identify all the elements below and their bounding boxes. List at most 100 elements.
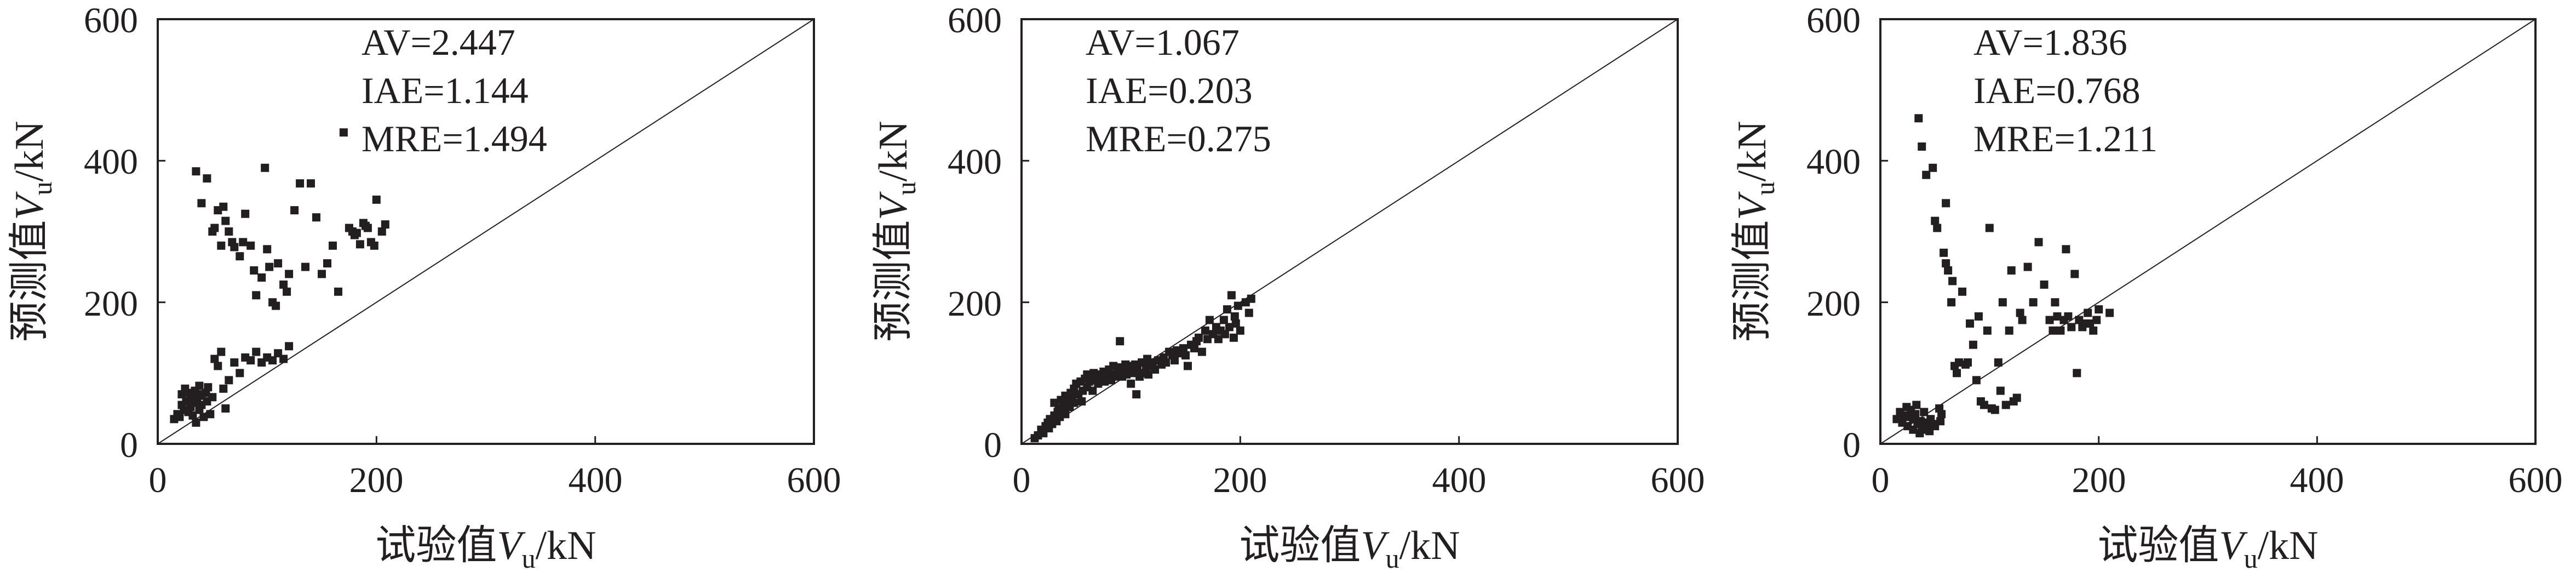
data-point <box>1132 390 1141 399</box>
data-point <box>2040 280 2049 289</box>
data-point <box>1964 358 1972 367</box>
data-point <box>1942 199 1950 208</box>
x-axis-title: 试验值Vu/kN <box>2097 523 2318 574</box>
y-tick-label: 600 <box>1806 1 1861 41</box>
data-point <box>377 227 386 236</box>
data-point <box>1912 401 1921 409</box>
data-point <box>301 262 309 271</box>
data-point <box>246 241 255 250</box>
data-point <box>2092 316 2101 324</box>
data-point <box>236 369 244 378</box>
data-point <box>1181 351 1190 359</box>
data-point <box>1933 224 1942 232</box>
data-point <box>1942 259 1950 268</box>
data-point <box>1144 370 1153 379</box>
data-point <box>210 355 219 363</box>
data-point <box>1247 294 1255 303</box>
data-point <box>1969 340 1977 349</box>
data-point <box>1983 326 1992 335</box>
x-tick-label: 400 <box>1432 460 1487 500</box>
data-point <box>268 356 277 365</box>
data-point <box>2016 309 2024 317</box>
data-point <box>1914 114 1923 123</box>
data-point <box>2086 319 2095 328</box>
data-point <box>279 355 288 363</box>
data-point <box>192 167 200 176</box>
data-point <box>2018 316 2027 324</box>
data-point <box>2049 326 2057 335</box>
data-point <box>1205 316 1214 324</box>
data-point <box>1940 248 1948 257</box>
data-point <box>219 202 228 211</box>
data-point <box>1223 305 1231 314</box>
data-point <box>221 216 230 225</box>
y-tick-label: 200 <box>948 284 1002 324</box>
data-point <box>1214 335 1223 344</box>
data-point <box>1953 369 1961 378</box>
x-axis-title: 试验值Vu/kN <box>1239 523 1460 574</box>
data-point <box>188 411 197 420</box>
axis-ticks <box>1879 18 2537 445</box>
data-point <box>2075 316 2084 324</box>
stat-mre: MRE=1.494 <box>362 118 547 159</box>
data-point <box>1190 344 1198 353</box>
data-point <box>1195 333 1203 342</box>
data-point <box>261 163 269 172</box>
data-point <box>199 413 208 421</box>
data-point <box>355 240 364 249</box>
data-points <box>1892 114 2114 438</box>
data-point <box>2056 326 2065 335</box>
y-tick-label: 400 <box>1806 142 1861 182</box>
data-point <box>1109 362 1118 370</box>
data-point <box>1980 401 1988 409</box>
y-tick-label: 600 <box>948 1 1002 41</box>
y-axis-title: 预测值Vu/kN <box>1730 121 1780 341</box>
data-point <box>296 179 305 188</box>
data-point <box>1947 298 1956 307</box>
data-point <box>2012 393 2021 402</box>
data-point <box>1972 376 1981 385</box>
data-point <box>312 213 320 222</box>
axis-ticks <box>1020 18 1679 445</box>
data-point <box>221 404 230 413</box>
plot-frame <box>1879 18 2537 445</box>
data-point <box>272 301 280 310</box>
y-tick-label: 0 <box>1843 425 1861 465</box>
data-point <box>1996 386 2005 395</box>
stat-iae: IAE=1.144 <box>362 70 529 111</box>
data-point <box>2089 326 2098 335</box>
x-axis-title: 试验值Vu/kN <box>375 523 596 574</box>
data-point <box>2034 238 2043 247</box>
data-point <box>1197 347 1206 356</box>
x-tick-label: 0 <box>1872 460 1890 500</box>
data-point <box>175 413 184 421</box>
data-point <box>239 238 248 247</box>
data-point <box>318 270 326 278</box>
stat-iae: IAE=0.203 <box>1086 70 1253 111</box>
y-axis-title: 预测值Vu/kN <box>871 121 921 341</box>
data-point <box>2062 245 2070 254</box>
data-point <box>1133 365 1142 374</box>
chart-panel-1: 0 200 400 600 0 200 400 600 AV=2.447 IAE… <box>7 1 841 574</box>
data-point <box>1184 362 1192 370</box>
data-point <box>1061 410 1070 419</box>
data-point <box>1230 312 1239 321</box>
data-point <box>1179 344 1187 353</box>
data-point <box>217 241 226 250</box>
data-point <box>1227 291 1236 300</box>
data-point <box>283 287 291 296</box>
data-point <box>1998 298 2007 307</box>
data-point <box>2073 369 2081 378</box>
data-point <box>363 224 372 232</box>
data-point <box>352 228 361 237</box>
data-point <box>1944 266 1953 275</box>
y-tick-label: 600 <box>84 1 138 41</box>
data-point <box>2084 309 2092 317</box>
data-point <box>230 358 239 367</box>
x-tick-label: 200 <box>1213 460 1267 500</box>
chart-panel-3: 0 200 400 600 0 200 400 600 AV=1.836 IAE… <box>1730 1 2563 574</box>
x-tick-label: 600 <box>1651 460 1705 500</box>
x-tick-label: 600 <box>2509 460 2563 500</box>
x-tick-label: 200 <box>2072 460 2126 500</box>
reference-line <box>1880 19 2536 444</box>
